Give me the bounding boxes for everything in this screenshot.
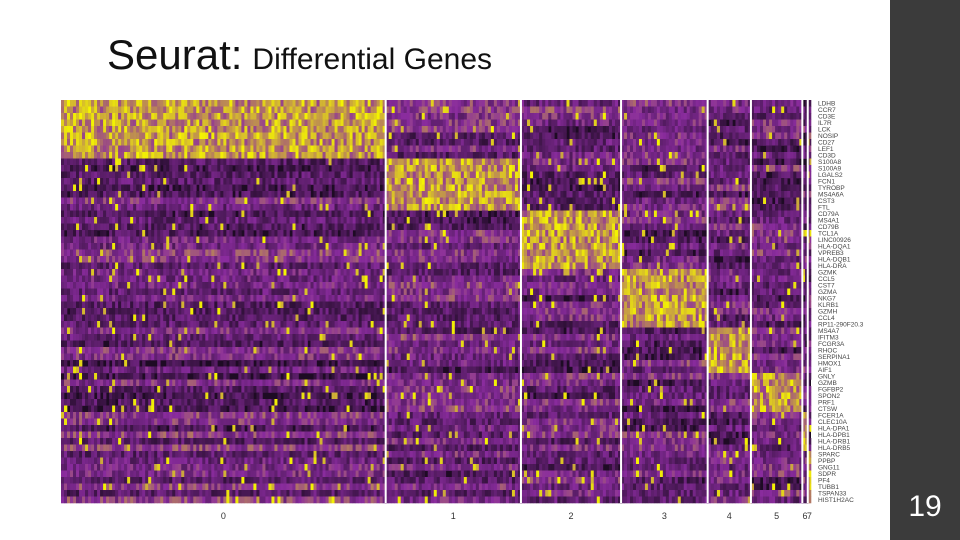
gene-label: HLA-DPA1 <box>818 426 850 433</box>
gene-label: HLA-DPB1 <box>818 432 850 439</box>
gene-label: TYROBP <box>818 185 845 192</box>
cluster-label-0: 0 <box>221 511 226 521</box>
gene-label: FCN1 <box>818 179 835 186</box>
gene-label: HLA-DRB1 <box>818 439 851 446</box>
cluster-separator <box>384 100 387 503</box>
gene-label: LEF1 <box>818 146 834 153</box>
cluster-separator <box>749 100 752 503</box>
gene-label: FCER1A <box>818 413 844 420</box>
gene-label: RHOC <box>818 348 837 355</box>
gene-label: IL7R <box>818 120 832 127</box>
cluster-separator <box>801 100 804 503</box>
title-main: Seurat: <box>107 31 243 78</box>
gene-label: CD79A <box>818 211 840 218</box>
gene-label: HLA-DQB1 <box>818 257 851 264</box>
cluster-label-5: 5 <box>774 511 779 521</box>
cluster-label-2: 2 <box>569 511 574 521</box>
gene-label: TSPAN33 <box>818 491 847 498</box>
gene-label: GNG11 <box>818 465 840 472</box>
cluster-separator <box>806 100 809 503</box>
gene-label: PPBP <box>818 458 835 465</box>
gene-label: AIF1 <box>818 367 832 374</box>
heatmap-chart: 0 1 2 3 4 5 6 7 LDHBCCR7CD3EIL7RLCKNOSIPCD27LEF1… <box>61 100 864 521</box>
gene-label: CD3D <box>818 153 836 160</box>
gene-label: PRF1 <box>818 400 835 407</box>
gene-label: PF4 <box>818 478 830 485</box>
gene-label: SPARC <box>818 452 840 459</box>
gene-label: HIST1H2AC <box>818 497 854 504</box>
gene-label: MS4A1 <box>818 218 840 225</box>
page-number: 19 <box>908 490 942 523</box>
gene-label: CST7 <box>818 283 835 290</box>
gene-label: S100A8 <box>818 159 842 166</box>
gene-label: CD3E <box>818 114 836 121</box>
gene-label: KLRB1 <box>818 302 839 309</box>
gene-label: HLA-DRA <box>818 263 847 270</box>
gene-label: LGALS2 <box>818 172 843 179</box>
gene-label: CTSW <box>818 406 838 413</box>
gene-label: MS4A6A <box>818 192 844 199</box>
gene-label: GZMB <box>818 380 837 387</box>
gene-label: FGFBP2 <box>818 387 844 394</box>
gene-label: S100A9 <box>818 166 842 173</box>
slide-title: Seurat: Differential Genes <box>107 34 492 76</box>
cluster-separator <box>519 100 522 503</box>
gene-label: NOSIP <box>818 133 838 140</box>
gene-label: CCL5 <box>818 276 835 283</box>
gene-label: CST3 <box>818 198 835 205</box>
gene-label: LINC00926 <box>818 237 851 244</box>
gene-label: SDPR <box>818 471 836 478</box>
gene-label: TUBB1 <box>818 484 839 491</box>
gene-label: IFITM3 <box>818 335 839 342</box>
cluster-separator <box>620 100 623 503</box>
gene-label: TCL1A <box>818 231 839 238</box>
title-sub: Differential Genes <box>252 43 492 76</box>
cluster-label-6: 6 <box>803 511 808 521</box>
gene-label: NKG7 <box>818 296 836 303</box>
cluster-separator <box>706 100 709 503</box>
cluster-label-1: 1 <box>451 511 456 521</box>
gene-label: GNLY <box>818 374 836 381</box>
gene-label: CCR7 <box>818 107 836 114</box>
heatmap-cluster-5 <box>750 100 803 504</box>
gene-label: MS4A7 <box>818 328 840 335</box>
heatmap-cluster-0 <box>61 100 386 504</box>
cluster-label-3: 3 <box>662 511 667 521</box>
gene-label: SPON2 <box>818 393 840 400</box>
gene-label: CLEC10A <box>818 419 848 426</box>
cluster-label-7: 7 <box>807 511 812 521</box>
gene-label: CD27 <box>818 140 835 147</box>
gene-label: LDHB <box>818 101 835 108</box>
gene-label: GZMA <box>818 289 837 296</box>
heatmap-cluster-2 <box>520 100 622 504</box>
gene-label: FTL <box>818 205 830 212</box>
gene-label: GZMH <box>818 309 837 316</box>
gene-label: HLA-DQA1 <box>818 244 851 251</box>
gene-label: GZMK <box>818 270 837 277</box>
heatmap-cluster-1 <box>385 100 522 504</box>
gene-label: HLA-DRB5 <box>818 445 851 452</box>
gene-label: VPREB3 <box>818 250 844 257</box>
gene-label: SERPINA1 <box>818 354 851 361</box>
gene-label: CD79B <box>818 224 839 231</box>
cluster-label-4: 4 <box>727 511 732 521</box>
gene-label: LCK <box>818 127 831 134</box>
heatmap-cluster-6 <box>802 100 809 504</box>
heatmap-cluster-4 <box>707 100 752 504</box>
gene-label: CCL4 <box>818 315 835 322</box>
gene-label: RP11-290F20.3 <box>818 322 864 329</box>
heatmap-cluster-3 <box>621 100 708 504</box>
gene-label: FCGR3A <box>818 341 845 348</box>
gene-label: HMOX1 <box>818 361 842 368</box>
slide-sidebar <box>890 0 960 540</box>
